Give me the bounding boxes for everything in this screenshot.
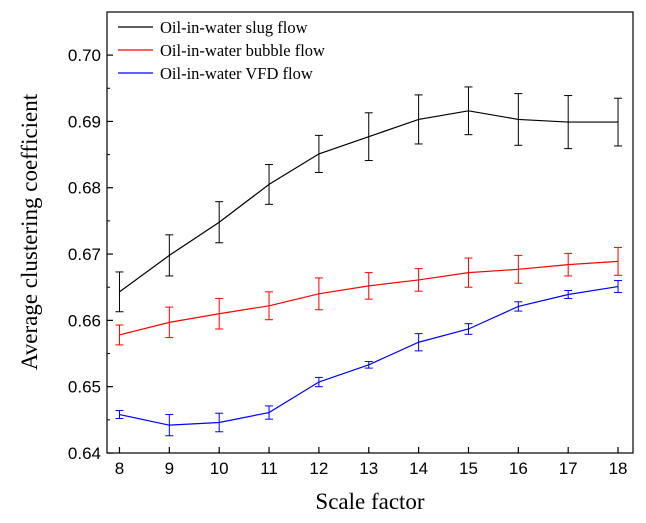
error-bar — [314, 277, 323, 311]
y-axis-ticks: 0.64 0.65 0.66 0.67 0.68 0.69 0.70 — [68, 46, 113, 463]
series-line — [119, 285, 619, 426]
error-bar — [414, 94, 423, 145]
error-bar — [165, 414, 174, 437]
error-bar — [464, 257, 473, 288]
x-tick-label: 14 — [409, 459, 428, 478]
y-tick-label: 0.65 — [68, 378, 101, 397]
error-bar — [314, 376, 323, 388]
plot-frame — [106, 11, 634, 454]
y-tick-label: 0.64 — [68, 444, 101, 463]
x-tick-label: 18 — [609, 459, 628, 478]
x-tick-label: 9 — [165, 459, 174, 478]
y-tick-label: 0.68 — [68, 179, 101, 198]
y-axis-title: Average clustering coefficient — [17, 93, 42, 370]
error-bar — [614, 97, 623, 147]
y-tick-label: 0.70 — [68, 46, 101, 65]
error-bar — [215, 412, 224, 433]
legend-label: Oil-in-water slug flow — [160, 18, 308, 37]
error-bar — [614, 246, 623, 276]
legend-label: Oil-in-water bubble flow — [160, 41, 325, 60]
error-bar — [215, 297, 224, 330]
error-bar — [265, 164, 274, 205]
error-bar — [414, 333, 423, 352]
y-tick-label: 0.67 — [68, 245, 101, 264]
y-tick-label: 0.69 — [68, 112, 101, 131]
x-tick-label: 8 — [115, 459, 124, 478]
series-2 — [115, 246, 623, 346]
series-1 — [115, 86, 623, 313]
series-layer — [115, 86, 623, 437]
error-bar — [364, 272, 373, 300]
error-bar — [115, 324, 124, 346]
error-bar — [514, 301, 523, 312]
series-3 — [115, 280, 623, 437]
x-tick-label: 16 — [509, 459, 528, 478]
x-axis-title: Scale factor — [315, 489, 425, 514]
error-bar — [265, 405, 274, 420]
x-tick-label: 13 — [359, 459, 378, 478]
legend-label: Oil-in-water VFD flow — [160, 64, 313, 83]
error-bar — [564, 252, 573, 277]
error-bar — [165, 234, 174, 277]
error-bar — [514, 93, 523, 146]
error-bar — [414, 268, 423, 292]
x-axis-ticks: 8 9 10 11 12 13 14 15 16 17 18 — [115, 447, 628, 478]
x-tick-label: 11 — [260, 459, 278, 478]
error-bar — [115, 410, 124, 420]
error-bar — [165, 306, 174, 339]
error-bar — [215, 201, 224, 244]
error-bar — [564, 95, 573, 150]
y-tick-label: 0.66 — [68, 311, 101, 330]
x-tick-label: 10 — [210, 459, 229, 478]
error-bar — [364, 112, 373, 162]
error-bar — [265, 291, 274, 321]
error-bar — [314, 134, 323, 173]
error-bar — [115, 271, 124, 313]
error-bar — [514, 254, 523, 284]
error-bar — [564, 290, 573, 299]
x-tick-label: 12 — [309, 459, 328, 478]
legend: Oil-in-water slug flow Oil-in-water bubbl… — [118, 18, 325, 83]
error-bar — [464, 86, 473, 136]
error-bar — [464, 323, 473, 335]
error-bar — [364, 360, 373, 369]
x-tick-label: 17 — [559, 459, 578, 478]
x-tick-label: 15 — [459, 459, 478, 478]
error-bar — [614, 280, 623, 294]
